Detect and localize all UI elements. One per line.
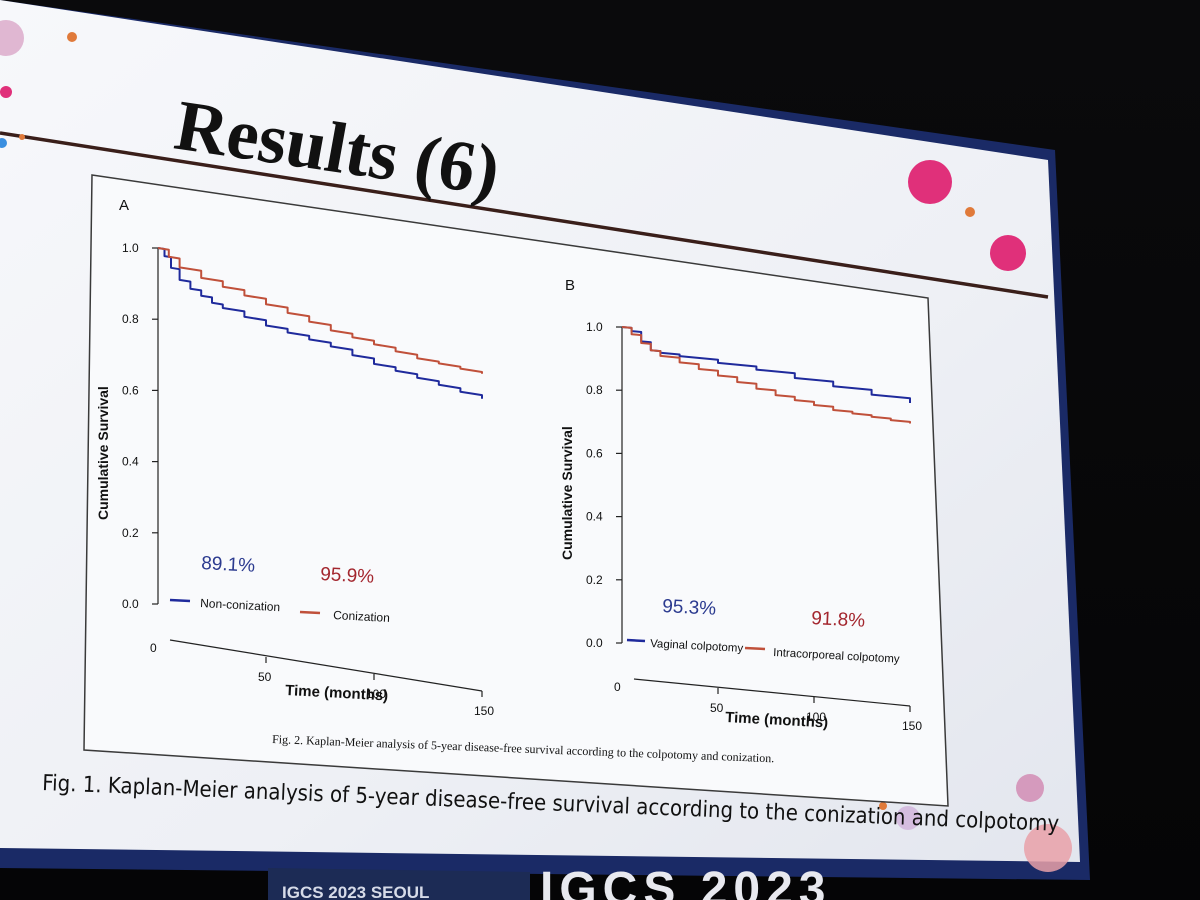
panel-a-xlabel: Time (months)	[285, 682, 389, 704]
panel-b-xlabel: Time (months)	[725, 709, 829, 731]
y-tick-label: 0.6	[122, 383, 139, 397]
panel-b-yaxis: 0.0 0.2 0.4 0.6 0.8 1.0	[586, 320, 623, 650]
panel-b-plot	[621, 326, 911, 424]
legend-label-conization: Conization	[333, 608, 390, 625]
x-axis-line	[169, 639, 483, 692]
legend-swatch-non-conization	[169, 598, 191, 603]
y-tick-label: 1.0	[122, 241, 139, 255]
legend-swatch-conization	[299, 610, 321, 615]
legend-swatch-vaginal-colpotomy	[626, 638, 646, 643]
decor-bubble	[0, 138, 7, 148]
x-axis-line	[633, 678, 911, 707]
legend-label-non-conization: Non-conization	[200, 596, 281, 614]
decor-bubble	[965, 207, 975, 217]
x-tick-label: 150	[474, 704, 494, 718]
footer-logo: IGCS 2023	[540, 863, 831, 900]
decor-bubble	[1024, 824, 1072, 872]
figure-box	[83, 174, 949, 807]
y-tick-label: 0.8	[122, 312, 139, 326]
panel-a-plot	[157, 247, 483, 399]
decor-bubble	[879, 802, 887, 810]
panel-a-ylabel: Cumulative Survival	[95, 386, 111, 520]
title-rule-dot	[19, 134, 25, 140]
decor-bubble	[990, 235, 1026, 271]
footer-badge: IGCS 2023 SEOUL	[282, 883, 429, 900]
panel-b-label: B	[565, 277, 575, 294]
panel-b-annotation-red: 91.8%	[811, 608, 866, 632]
footer-banner	[268, 868, 530, 900]
y-tick-label: 0.2	[586, 573, 603, 587]
x-tick-label: 0	[150, 641, 157, 655]
y-tick-label: 0.0	[586, 636, 603, 650]
x-tick-label: 100	[806, 710, 826, 724]
y-tick-label: 1.0	[586, 320, 603, 334]
panel-a-xaxis: 0 50 100 150	[150, 639, 494, 718]
y-tick-label: 0.6	[586, 446, 603, 460]
legend-swatch-intracorporeal-colpotomy	[744, 646, 766, 651]
series-line-intracorporeal-colpotomy	[621, 326, 911, 424]
panel-a: A Cumulative Survival 0.0 0.2 0.4 0.6 0.8 1.0…	[95, 197, 494, 718]
x-tick-label: 150	[902, 719, 922, 733]
panel-b-xaxis: 0 50 100 150	[614, 678, 922, 733]
panel-a-label: A	[119, 197, 129, 214]
panel-a-yaxis: 0.0 0.2 0.4 0.6 0.8 1.0	[122, 241, 159, 611]
x-tick-label: 0	[614, 680, 621, 694]
decor-bubble	[67, 32, 77, 42]
decor-bubble	[0, 86, 12, 98]
series-line-non-conization	[157, 247, 483, 399]
panel-a-annotation-red: 95.9%	[320, 564, 375, 588]
decor-bubble	[908, 160, 952, 204]
title-rule	[0, 131, 1049, 299]
x-tick-label: 50	[258, 670, 272, 684]
decor-bubble	[0, 20, 24, 56]
x-tick-label: 50	[710, 701, 724, 715]
y-tick-label: 0.8	[586, 383, 603, 397]
panel-a-annotation-blue: 89.1%	[201, 553, 256, 577]
y-tick-label: 0.2	[122, 526, 139, 540]
y-tick-label: 0.0	[122, 597, 139, 611]
panel-b-ylabel: Cumulative Survival	[559, 426, 575, 560]
legend-label-vaginal-colpotomy: Vaginal colpotomy	[650, 638, 744, 655]
y-tick-label: 0.4	[122, 455, 139, 469]
series-line-conization	[157, 247, 483, 374]
y-tick-label: 0.4	[586, 510, 603, 524]
x-tick-label: 100	[366, 687, 386, 701]
panel-b-annotation-blue: 95.3%	[662, 596, 717, 620]
decor-bubble	[1016, 774, 1044, 802]
decor-bubble	[896, 806, 920, 830]
